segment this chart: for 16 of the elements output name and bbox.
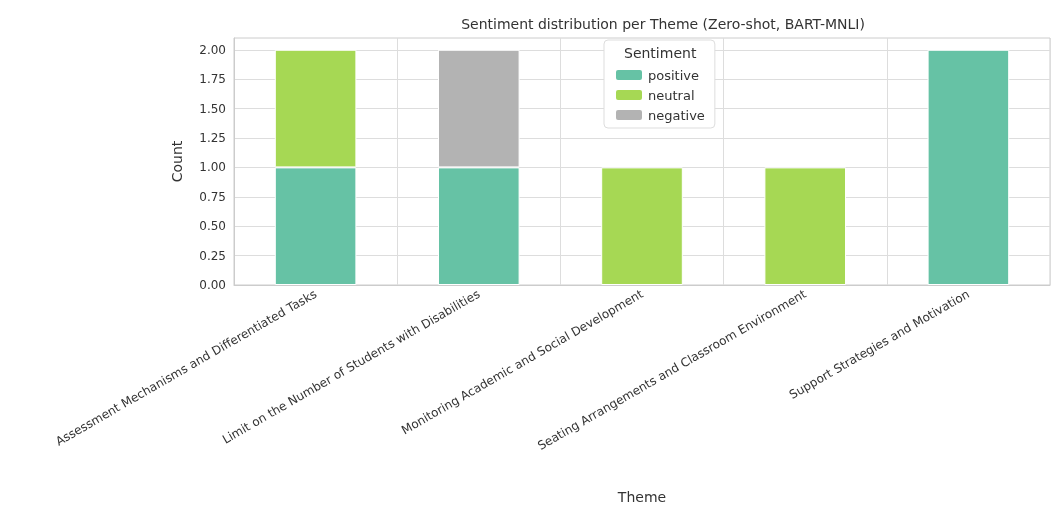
- x-axis-title: Theme: [616, 489, 667, 505]
- y-tick-label: 1.25: [199, 130, 226, 145]
- y-tick-label: 1.50: [199, 101, 226, 116]
- y-tick-label: 0.50: [199, 219, 226, 234]
- y-tick-label: 1.75: [199, 72, 226, 87]
- y-tick-label: 0.75: [199, 189, 226, 204]
- chart-title: Sentiment distribution per Theme (Zero-shot, BART-MNLI): [461, 16, 865, 32]
- legend-label: neutral: [648, 87, 695, 103]
- y-tick-label: 2.00: [199, 42, 226, 57]
- y-tick-label: 1.00: [199, 160, 226, 175]
- legend-label: positive: [648, 67, 699, 83]
- y-tick-label: 0.00: [199, 278, 226, 292]
- legend-label: negative: [648, 107, 705, 123]
- y-axis-title: Count: [169, 140, 185, 183]
- legend-title: Sentiment: [624, 45, 697, 61]
- y-tick-label: 0.25: [199, 248, 226, 263]
